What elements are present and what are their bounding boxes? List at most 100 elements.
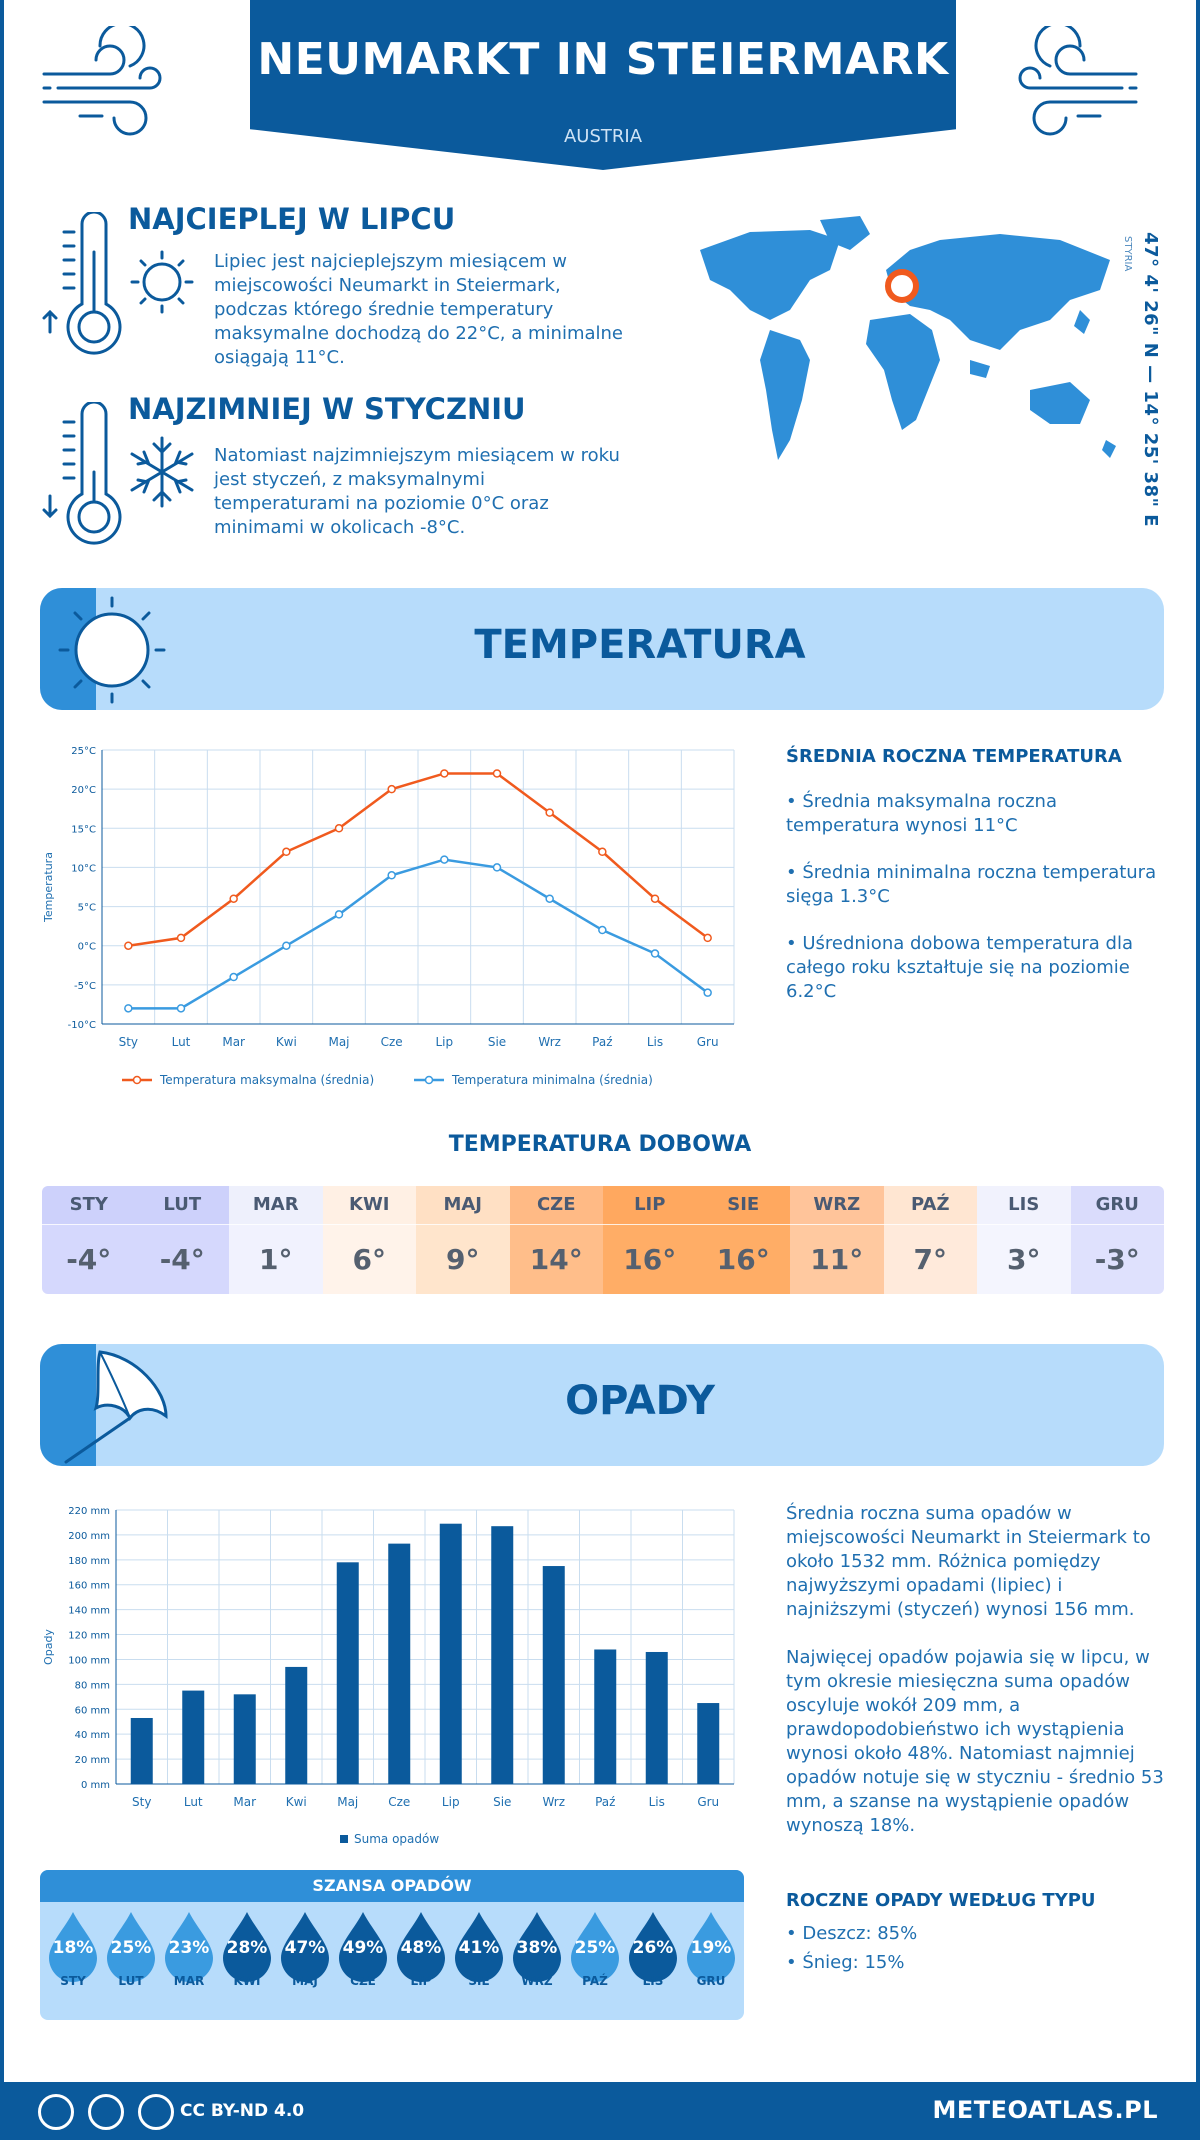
precipitation-chance-month: CZE [350, 1974, 376, 1988]
y-tick-label: 0°C [78, 942, 96, 953]
x-tick-label: Lip [436, 1035, 454, 1049]
thermometer-hot-icon [42, 212, 194, 355]
precipitation-chance-value: 25% [574, 1938, 616, 1958]
y-axis-label: Opady [42, 1629, 55, 1665]
region-label: STYRIA [1122, 236, 1133, 272]
daily-temperature-value: 16° [696, 1224, 790, 1294]
daily-month-label: KWI [322, 1186, 416, 1224]
attribution-icon [88, 2094, 124, 2130]
license-label[interactable]: CC BY-ND 4.0 [180, 2101, 305, 2121]
daily-temperature-cell: WRZ 11° [790, 1186, 884, 1294]
annual-temperature-title: ŚREDNIA ROCZNA TEMPERATURA [786, 746, 1122, 767]
wind-icon [1018, 26, 1138, 136]
legend-label: Temperatura minimalna (średnia) [451, 1073, 653, 1087]
precipitation-chance-value: 47% [284, 1938, 326, 1958]
legend-label: Temperatura maksymalna (średnia) [159, 1073, 374, 1087]
footer [0, 2082, 1200, 2140]
precipitation-chance-value: 28% [226, 1938, 268, 1958]
country-label: AUSTRIA [563, 126, 643, 147]
data-point [176, 1004, 186, 1013]
data-point [334, 910, 344, 919]
x-tick-label: Gru [697, 1795, 719, 1809]
precipitation-chance-item: 41% SIE [450, 1910, 508, 1988]
daily-temperature-value: -3° [1070, 1224, 1164, 1294]
data-point [440, 855, 449, 864]
precipitation-bar [388, 1543, 411, 1784]
precipitation-chance-item: 25% PAŹ [566, 1910, 624, 1988]
precipitation-chance-month: STY [60, 1974, 86, 1988]
y-tick-label: 160 mm [68, 1581, 110, 1592]
daily-temperature-cell: LIS 3° [977, 1186, 1071, 1294]
daily-month-label: PAŹ [883, 1186, 977, 1224]
x-tick-label: Lis [649, 1795, 665, 1809]
precipitation-bar [697, 1703, 720, 1784]
precipitation-chance-value: 18% [52, 1938, 94, 1958]
precipitation-chance-month: PAŹ [582, 1974, 608, 1988]
daily-temperature-cell: GRU -3° [1070, 1186, 1164, 1294]
data-point [387, 871, 396, 880]
data-point [334, 824, 344, 833]
y-tick-label: 200 mm [68, 1531, 110, 1542]
raindrop-icon [49, 1912, 97, 1982]
x-tick-label: Gru [697, 1035, 719, 1049]
y-tick-label: 20 mm [75, 1755, 110, 1766]
daily-temperature-title: TEMPERATURA DOBOWA [448, 1132, 752, 1157]
precipitation-bar [336, 1562, 359, 1784]
precipitation-bar [182, 1690, 205, 1784]
infographic-page: NEUMARKT IN STEIERMARK AUSTRIA [4, 0, 1196, 2082]
raindrop-icon [455, 1912, 503, 1982]
y-tick-label: -5°C [74, 981, 96, 992]
precipitation-type-title: ROCZNE OPADY WEDŁUG TYPU [786, 1890, 1096, 1911]
daily-temperature-value: -4° [42, 1224, 136, 1294]
data-point [387, 784, 396, 794]
y-axis-label: Temperatura [42, 852, 55, 923]
precipitation-chance-item: 23% MAR [160, 1910, 218, 1988]
y-tick-label: 120 mm [68, 1631, 110, 1642]
precipitation-chance-value: 49% [342, 1938, 384, 1958]
temperature-section-header: TEMPERATURA [40, 588, 1164, 710]
daily-temperature-table: STY -4° LUT -4° MAR 1° KWI 6° MAJ 9° CZE 14° LIP 16° S… [42, 1186, 1164, 1294]
x-tick-label: Wrz [542, 1795, 565, 1809]
precipitation-chance-title: SZANSA OPADÓW [40, 1870, 744, 1902]
y-tick-label: 220 mm [68, 1506, 110, 1517]
legend-marker [132, 1075, 142, 1085]
raindrop-icon [223, 1912, 271, 1982]
y-tick-label: 60 mm [75, 1705, 110, 1716]
brand-link[interactable]: METEOATLAS.PL [932, 2096, 1158, 2124]
precipitation-bar [233, 1694, 256, 1784]
precipitation-chance-month: MAJ [292, 1974, 318, 1988]
precipitation-chance-value: 23% [168, 1938, 210, 1958]
precipitation-chance-value: 25% [110, 1938, 152, 1958]
x-tick-label: Sty [132, 1795, 151, 1809]
x-tick-label: Sie [488, 1035, 506, 1049]
series-line [128, 772, 709, 947]
precipitation-chance-item: 48% LIP [392, 1910, 450, 1988]
y-tick-label: 80 mm [75, 1680, 110, 1691]
annual-temperature-bullet: • Średnia minimalna roczna temperatura s… [786, 862, 1157, 907]
y-tick-label: 15°C [71, 824, 96, 835]
data-point [124, 941, 133, 950]
daily-month-label: CZE [509, 1186, 603, 1224]
precipitation-bar [439, 1523, 462, 1784]
daily-temperature-cell: CZE 14° [509, 1186, 603, 1294]
data-point [176, 933, 186, 943]
data-point [229, 972, 238, 982]
precipitation-bar [491, 1526, 514, 1784]
temperature-line-chart: -10°C -5°C 0°C 5°C 10°C 15°C 20°C 25°C Sty Lut Mar… [42, 746, 735, 1087]
wind-icon [42, 26, 162, 136]
raindrop-icon [629, 1912, 677, 1982]
daily-month-label: LUT [135, 1186, 229, 1224]
data-point [703, 933, 712, 943]
data-point [650, 894, 660, 903]
precipitation-bar-chart: 0 mm 20 mm 40 mm 60 mm 80 mm 100 mm 120 mm 140 … [42, 1506, 735, 1846]
daily-temperature-cell: STY -4° [42, 1186, 136, 1294]
precipitation-bar [285, 1666, 308, 1784]
x-tick-label: Kwi [286, 1795, 307, 1809]
daily-month-label: MAR [229, 1186, 323, 1224]
thermometer-cold-icon [42, 402, 194, 545]
precipitation-chance-month: WRZ [521, 1974, 553, 1988]
cc-license-icon [38, 2094, 74, 2130]
precipitation-chance-month: LIP [410, 1974, 432, 1988]
precipitation-detail-text: Najwięcej opadów pojawia się w lipcu, w … [786, 1647, 1164, 1836]
precipitation-chance-month: LUT [118, 1974, 144, 1988]
